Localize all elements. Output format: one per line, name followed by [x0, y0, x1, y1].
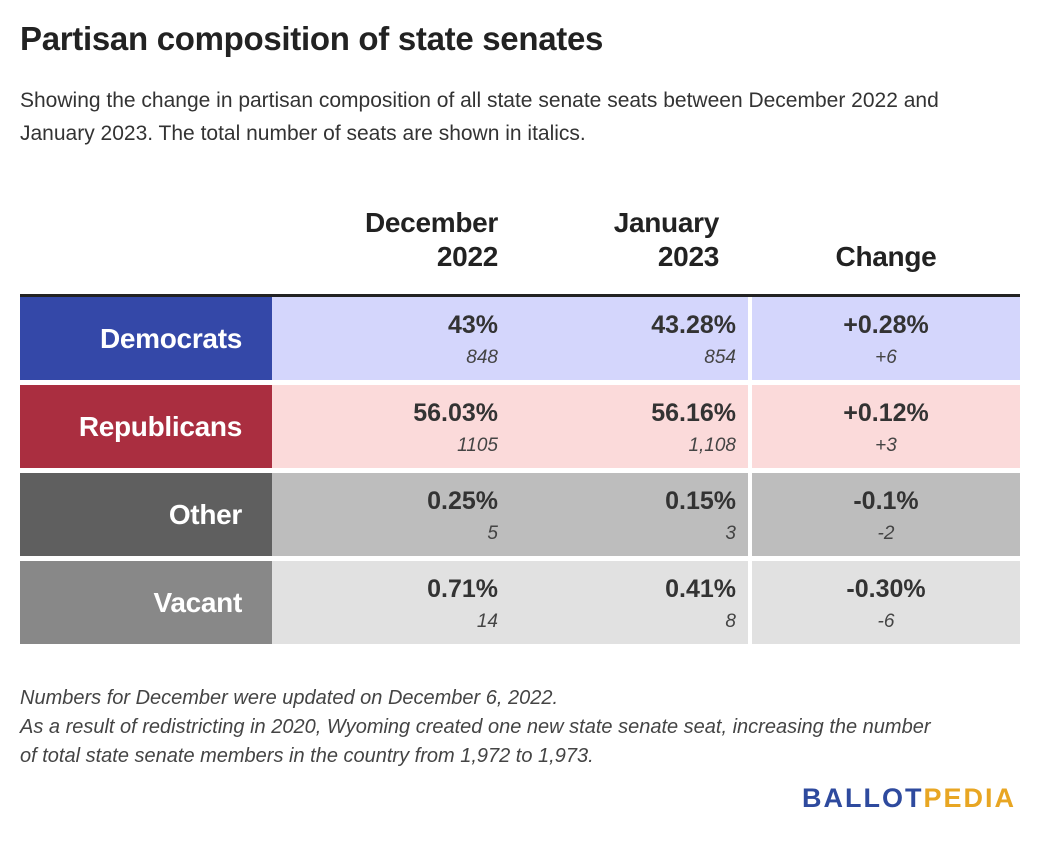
table-row-vacant: Vacant 0.71% 14 0.41% 8 -0.30% -6: [20, 561, 1020, 644]
percent-value: 0.71%: [427, 575, 498, 603]
seat-change: -2: [877, 523, 895, 544]
cell-republicans-december: 56.03% 1105: [272, 385, 530, 468]
table-row-other: Other 0.25% 5 0.15% 3 -0.1% -2: [20, 473, 1020, 556]
cell-republicans-january: 56.16% 1,108: [530, 385, 750, 468]
seat-count: 1105: [457, 435, 498, 456]
percent-change: -0.1%: [853, 487, 919, 515]
footnotes: Numbers for December were updated on Dec…: [20, 684, 1030, 771]
row-label-democrats: Democrats: [20, 297, 272, 380]
cell-vacant-january: 0.41% 8: [530, 561, 750, 644]
percent-value: 0.15%: [665, 487, 736, 515]
seat-count: 848: [466, 347, 498, 368]
row-label-republicans: Republicans: [20, 385, 272, 468]
percent-value: 43%: [447, 311, 498, 339]
seat-count: 8: [725, 611, 736, 632]
column-header-january: January 2023: [613, 206, 720, 274]
seat-change: +6: [875, 347, 897, 368]
seat-change: -6: [877, 611, 895, 632]
cell-other-january: 0.15% 3: [530, 473, 750, 556]
footnote-line: Numbers for December were updated on Dec…: [20, 687, 559, 709]
cell-vacant-change: -0.30% -6: [752, 561, 1020, 644]
percent-value: 43.28%: [651, 311, 736, 339]
cell-republicans-change: +0.12% +3: [752, 385, 1020, 468]
row-label-vacant: Vacant: [20, 561, 272, 644]
seat-count: 14: [476, 611, 498, 632]
percent-value: 56.03%: [413, 399, 498, 427]
chart-title: Partisan composition of state senates: [20, 20, 604, 57]
cell-democrats-december: 43% 848: [272, 297, 530, 380]
column-header-december-line2: 2022: [436, 241, 498, 272]
cell-democrats-january: 43.28% 854: [530, 297, 750, 380]
column-header-january-line1: January: [613, 207, 720, 238]
logo-part-ballot: BALLOT: [801, 783, 924, 813]
percent-change: +0.28%: [843, 311, 929, 339]
seat-count: 854: [704, 347, 736, 368]
seat-change: +3: [875, 435, 897, 456]
column-header-january-line2: 2023: [657, 241, 719, 272]
cell-other-change: -0.1% -2: [752, 473, 1020, 556]
percent-change: +0.12%: [843, 399, 929, 427]
row-label-other: Other: [20, 473, 272, 556]
footnote-line: of total state senate members in the cou…: [20, 745, 594, 767]
column-header-december: December 2022: [365, 206, 498, 274]
table-row-republicans: Republicans 56.03% 1105 56.16% 1,108 +0.…: [20, 385, 1020, 468]
percent-value: 56.16%: [651, 399, 736, 427]
cell-other-december: 0.25% 5: [272, 473, 530, 556]
ballotpedia-logo: BALLOTPEDIA: [802, 783, 1016, 814]
chart-subtitle: Showing the change in partisan compositi…: [20, 89, 939, 145]
seat-count: 1,108: [688, 435, 736, 456]
seat-count: 5: [487, 523, 498, 544]
cell-vacant-december: 0.71% 14: [272, 561, 530, 644]
column-header-change: Change: [835, 241, 937, 272]
percent-value: 0.25%: [427, 487, 498, 515]
header-rule: [20, 294, 1020, 297]
cell-democrats-change: +0.28% +6: [752, 297, 1020, 380]
percent-value: 0.41%: [665, 575, 736, 603]
footnote-line: As a result of redistricting in 2020, Wy…: [20, 716, 931, 738]
seat-count: 3: [725, 523, 736, 544]
percent-change: -0.30%: [846, 575, 926, 603]
table-row-democrats: Democrats 43% 848 43.28% 854 +0.28% +6: [20, 297, 1020, 380]
logo-part-pedia: PEDIA: [923, 783, 1016, 813]
column-header-december-line1: December: [364, 207, 498, 238]
